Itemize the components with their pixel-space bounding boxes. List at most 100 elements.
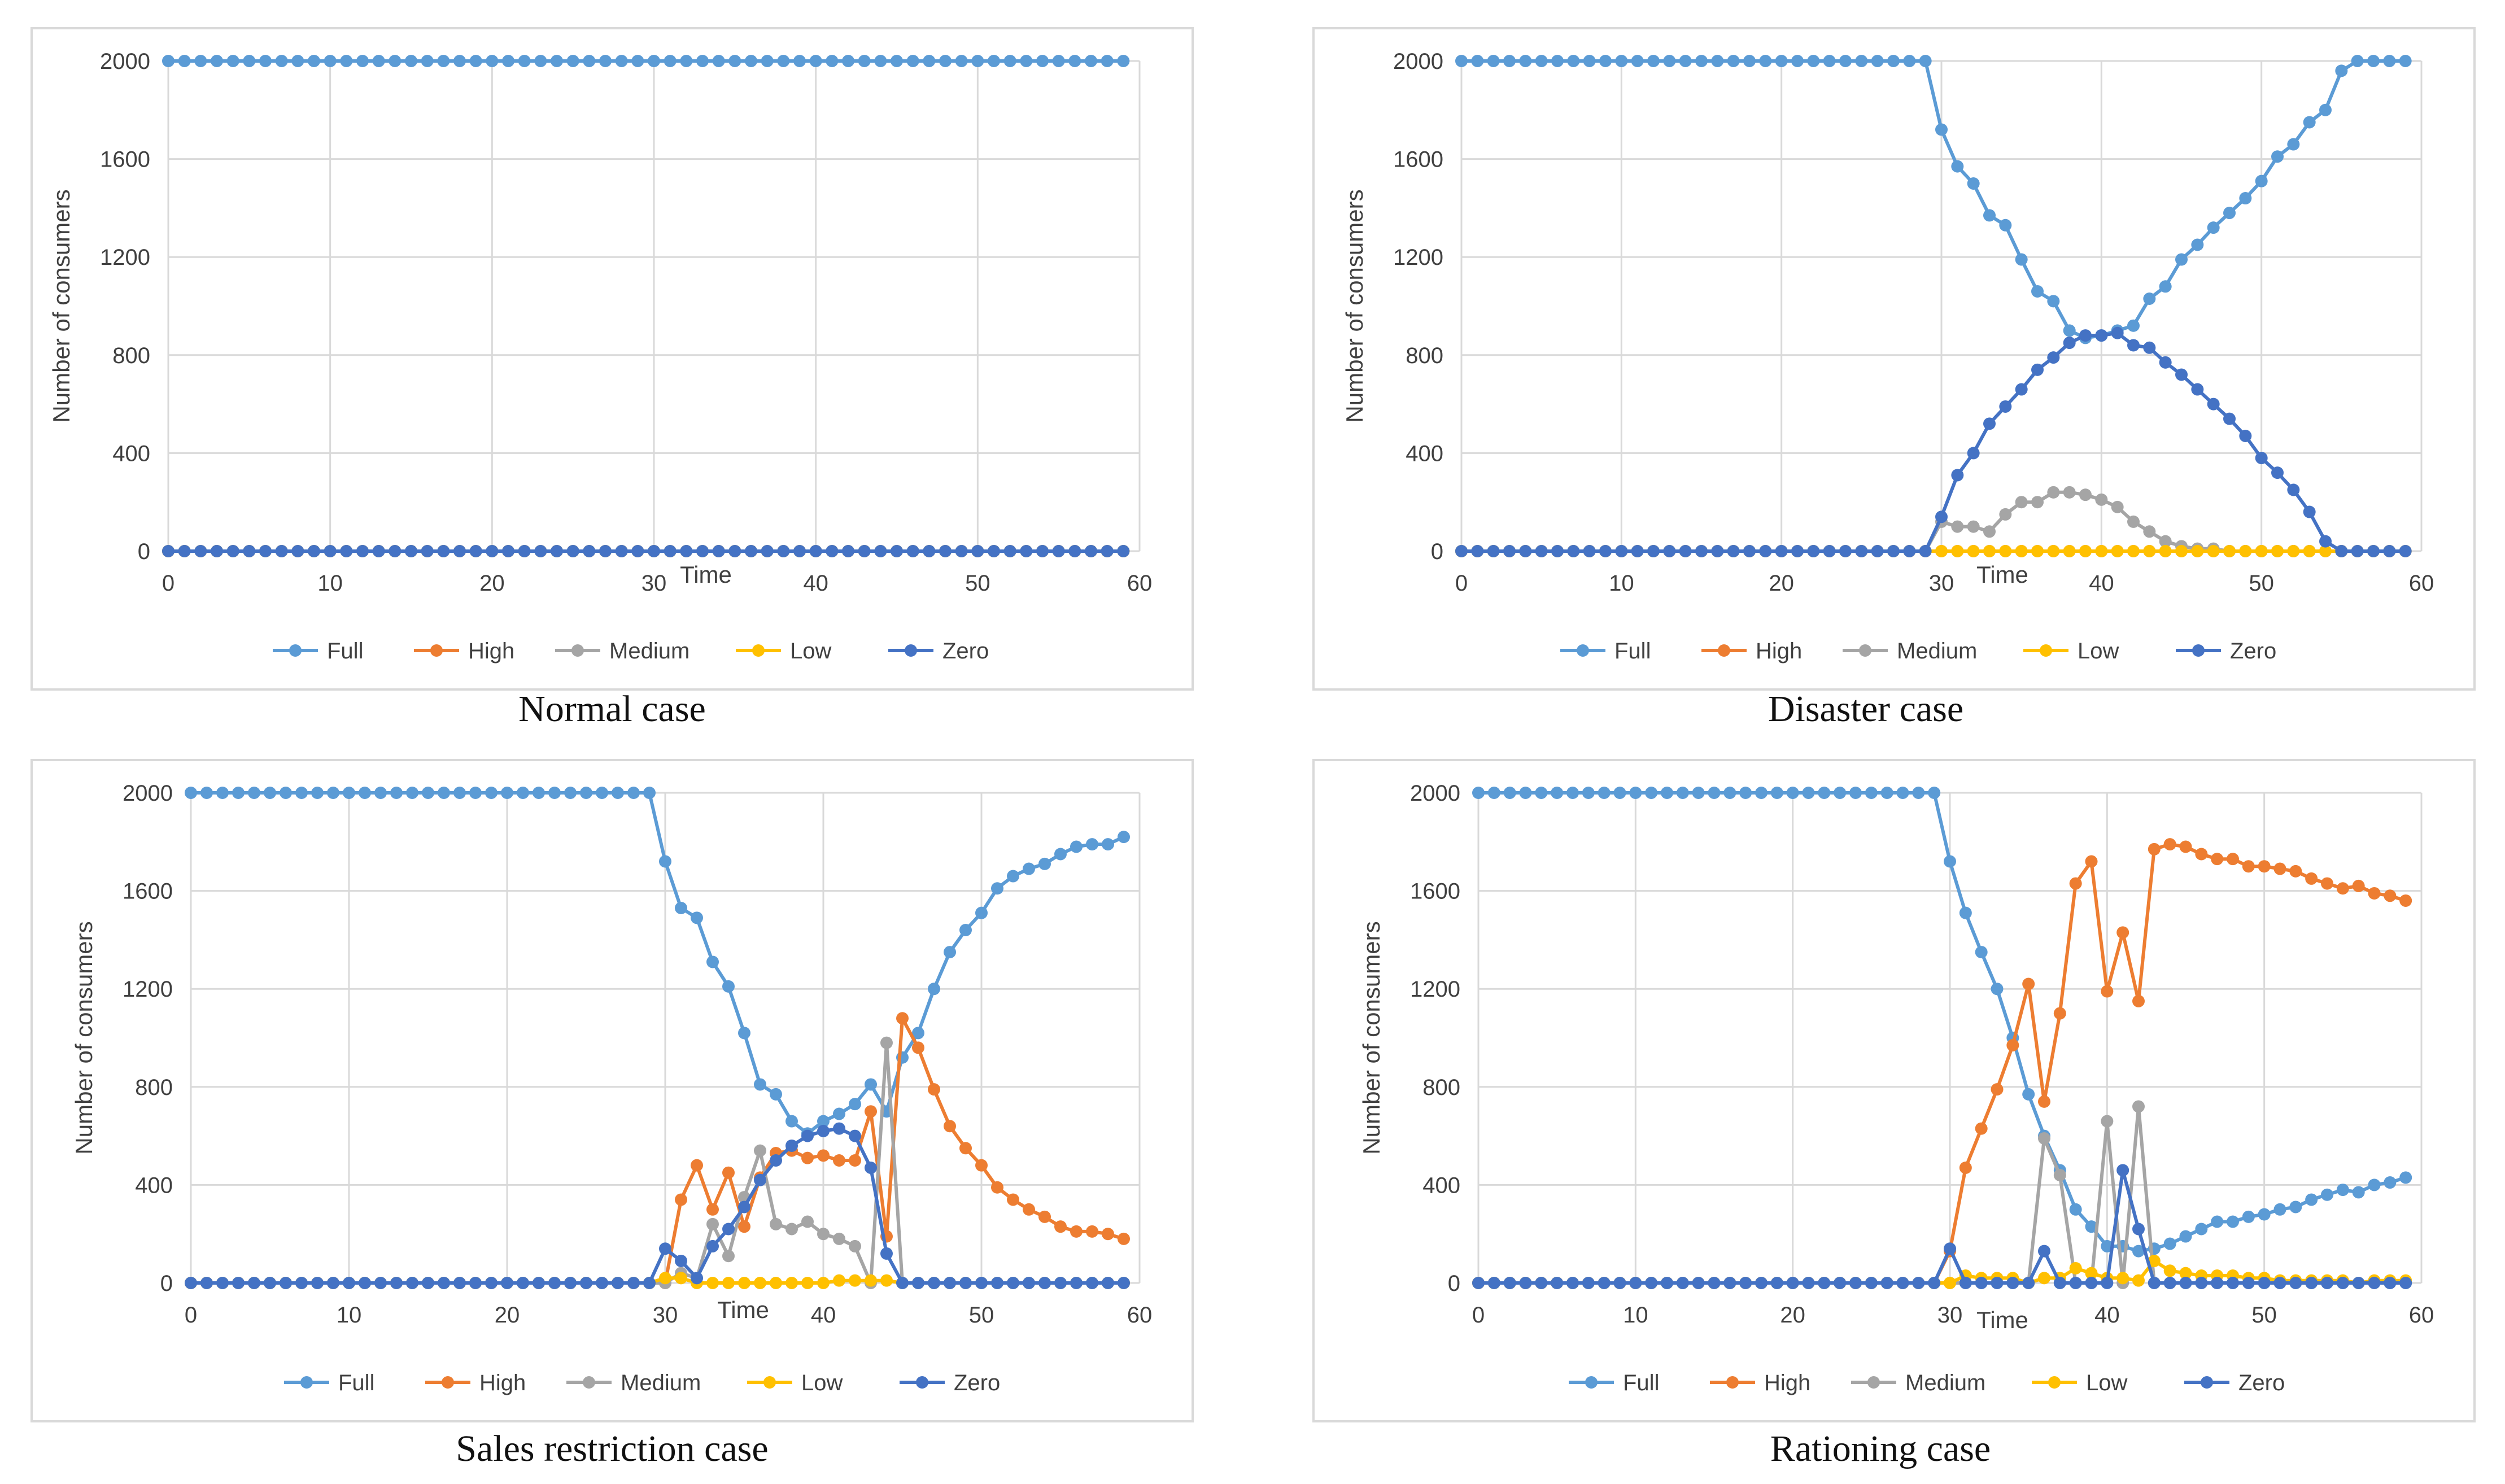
series-medium [1472,1100,2412,1289]
legend-marker [2201,1376,2213,1389]
legend-item-zero: Zero [2176,639,2276,664]
data-point [1695,55,1708,67]
data-point [801,1277,814,1289]
data-point [2319,545,2332,557]
data-point [248,1277,260,1289]
legend-marker [763,1376,776,1389]
data-point [1070,1225,1083,1238]
legend-marker [1577,644,1589,657]
data-point [518,545,531,557]
data-point [327,1277,339,1289]
legend-label: Low [2078,639,2119,664]
data-point [1582,787,1595,799]
x-tick-label: 60 [1127,571,1153,596]
x-tick-label: 50 [965,571,990,596]
data-point [1551,1277,1564,1289]
data-point [1865,787,1878,799]
legend-marker [1859,644,1871,657]
data-point [1951,545,1964,557]
data-point [1582,1277,1595,1289]
data-point [1887,545,1900,557]
data-point [1755,787,1768,799]
data-point [785,1223,798,1236]
data-point [1052,545,1065,557]
data-point [2303,505,2316,518]
data-point [1535,55,1548,67]
data-point [1839,545,1852,557]
data-point [2305,872,2318,885]
data-point [1551,787,1564,799]
data-point [162,545,174,557]
data-point [1896,787,1909,799]
chart-panel-disaster: 0 10 20 30 40 50 60 0 400 800 1200 1600 2000 Time Numb… [1312,27,2476,691]
data-point [2069,1203,2082,1216]
data-point [801,1151,814,1164]
data-point [849,1154,861,1167]
data-point [1615,545,1628,557]
data-point [1085,545,1097,557]
data-point [438,787,450,799]
data-point [2289,1277,2302,1289]
data-point [596,1277,608,1289]
data-point [291,55,304,67]
data-point [185,1277,197,1289]
data-point [2175,368,2188,381]
data-point [712,545,725,557]
data-point [1503,545,1516,557]
data-point [1823,545,1836,557]
data-point [372,545,385,557]
data-point [631,55,644,67]
data-point [2063,545,2076,557]
data-point [1708,787,1721,799]
data-point [1967,520,1980,533]
data-point [891,55,903,67]
data-point [1519,55,1532,67]
data-point [1487,1277,1500,1289]
data-point [421,55,434,67]
data-point [2223,545,2236,557]
data-point [691,911,703,924]
data-point [2031,496,2044,509]
data-point [406,1277,418,1289]
x-tick-label: 0 [1472,1303,1485,1328]
x-tick-label: 20 [479,571,505,596]
legend-label: Low [801,1370,843,1395]
data-point [2287,545,2300,557]
data-point [2116,1272,2129,1285]
data-point [2095,329,2108,342]
caption-disaster: Disaster case [1768,688,1964,730]
data-point [722,1223,735,1236]
data-point [2336,882,2349,895]
data-point [324,55,337,67]
data-point [849,1274,861,1287]
data-point [2239,192,2252,205]
data-point [2116,926,2129,939]
data-point [2159,545,2172,557]
data-point [501,1277,513,1289]
data-point [243,545,256,557]
data-point [1068,55,1081,67]
data-point [801,1215,814,1228]
data-point [1117,545,1130,557]
data-point [761,545,774,557]
data-point [858,545,871,557]
y-tick-label: 1200 [1410,977,1460,1002]
x-tick-label: 30 [1937,1303,1963,1328]
data-point [2079,545,2092,557]
data-point [706,1277,719,1289]
data-point [615,55,628,67]
data-point [599,545,612,557]
data-point [785,1115,798,1128]
data-point [1967,177,1980,190]
data-point [680,55,693,67]
data-point [1880,787,1893,799]
data-point [880,1036,893,1049]
legend-marker [2048,1376,2061,1389]
data-point [928,983,940,996]
data-point [1727,545,1740,557]
data-point [2305,1277,2318,1289]
data-point [405,545,417,557]
data-point [2111,500,2124,513]
data-point [1807,55,1820,67]
data-point [2132,1223,2145,1236]
